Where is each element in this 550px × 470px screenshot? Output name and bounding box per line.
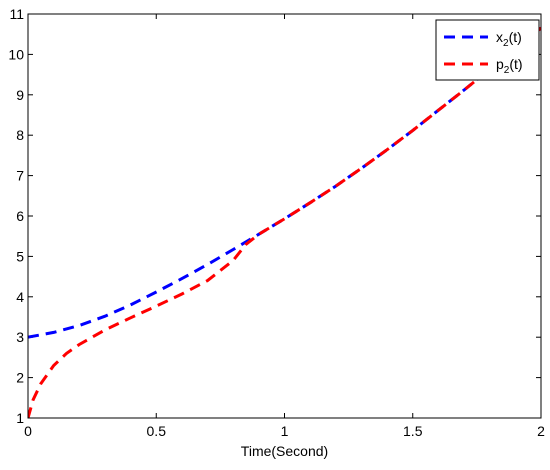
y-tick-label: 9 (16, 87, 24, 103)
series-line-p2 (28, 26, 541, 418)
y-tick-label: 6 (16, 208, 24, 224)
y-tick-label: 4 (16, 289, 24, 305)
y-tick-label: 1 (16, 410, 24, 426)
x-axis-label: Time(Second) (241, 443, 328, 459)
series-lines (28, 26, 541, 418)
y-tick-label: 10 (8, 46, 24, 62)
x-tick-labels: 0 0.5 1 1.5 2 (24, 423, 545, 439)
x-tick-label: 1 (281, 423, 289, 439)
legend-label: x2(t) (496, 29, 522, 49)
plot-area (28, 14, 541, 418)
legend-label: p2(t) (496, 56, 523, 76)
x-tick-label: 1.5 (403, 423, 423, 439)
y-tick-label: 5 (16, 248, 24, 264)
x-tick-label: 0.5 (147, 423, 167, 439)
y-tick-label: 2 (16, 370, 24, 386)
legend-box (435, 19, 540, 81)
y-tick-label: 11 (9, 6, 24, 22)
legend: x2(t) p2(t) (435, 19, 540, 81)
x-tick-label: 0 (24, 423, 32, 439)
x-tick-label: 2 (537, 423, 545, 439)
y-tick-labels: 1 2 3 4 5 6 7 8 9 10 11 (8, 6, 24, 426)
y-tick-label: 8 (16, 127, 24, 143)
axes-box (27, 13, 542, 419)
y-tick-label: 3 (16, 329, 24, 345)
y-tick-label: 7 (16, 168, 24, 184)
